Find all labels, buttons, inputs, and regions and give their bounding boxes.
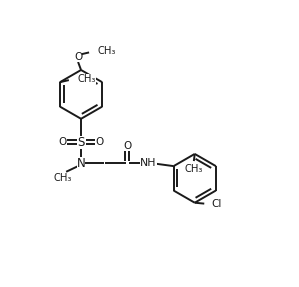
Text: CH₃: CH₃ [184,164,202,174]
Text: O: O [123,141,131,151]
Text: S: S [77,135,85,148]
Text: CH₃: CH₃ [97,46,116,56]
Text: Cl: Cl [211,199,222,209]
Text: O: O [74,53,82,63]
Text: N: N [77,157,86,170]
Text: NH: NH [140,158,157,168]
Text: CH₃: CH₃ [53,173,71,183]
Text: CH₃: CH₃ [77,74,96,84]
Text: O: O [59,137,67,147]
Text: O: O [95,137,104,147]
